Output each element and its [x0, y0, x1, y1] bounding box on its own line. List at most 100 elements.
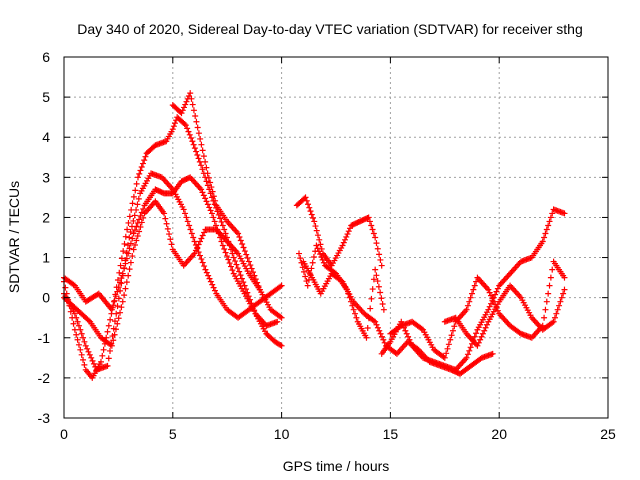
data-point [467, 344, 474, 351]
data-point [210, 214, 217, 221]
data-point [309, 259, 316, 266]
data-point [250, 269, 257, 276]
data-point [124, 226, 131, 233]
y-tick-label: 2 [42, 209, 50, 225]
data-point [370, 317, 377, 324]
data-point [238, 275, 245, 282]
data-point [186, 222, 193, 229]
data-point [202, 158, 209, 165]
data-point [342, 236, 349, 243]
data-point [545, 290, 552, 297]
data-point [486, 303, 493, 310]
data-point [116, 269, 123, 276]
chart-title: Day 340 of 2020, Sidereal Day-to-day VTE… [77, 21, 583, 37]
data-point [339, 242, 346, 249]
data-point [135, 195, 142, 202]
data-point [188, 135, 195, 142]
data-point [463, 354, 470, 361]
data-point [125, 250, 132, 257]
data-point [70, 320, 77, 327]
data-point [319, 256, 326, 263]
data-point [236, 233, 243, 240]
data-point [441, 354, 448, 361]
data-point [479, 330, 486, 337]
data-point [486, 289, 493, 296]
data-point [131, 242, 138, 249]
data-point [122, 285, 129, 292]
data-point [78, 351, 85, 358]
data-point [467, 294, 474, 301]
data-point [107, 341, 114, 348]
data-point [380, 336, 387, 343]
data-point [380, 306, 387, 313]
data-point [405, 333, 412, 340]
data-point [368, 222, 375, 229]
data-point [556, 302, 563, 309]
data-point [373, 321, 380, 328]
data-point [140, 205, 147, 212]
data-point [115, 315, 122, 322]
data-point [318, 253, 325, 260]
data-point [130, 217, 137, 224]
series-track-11 [441, 282, 568, 349]
data-point [191, 145, 198, 152]
data-point [352, 310, 359, 317]
data-point [278, 342, 285, 349]
data-point [539, 238, 546, 245]
data-point [71, 310, 78, 317]
x-tick-label: 20 [491, 426, 507, 442]
data-point [378, 262, 385, 269]
data-point [203, 178, 210, 185]
data-point [199, 147, 206, 154]
data-point [112, 293, 119, 300]
data-point [221, 246, 228, 253]
data-point [210, 284, 217, 291]
data-point [126, 245, 133, 252]
data-point [377, 256, 384, 263]
data-point [171, 120, 178, 127]
data-point [197, 252, 203, 259]
data-point [378, 295, 385, 302]
data-point [375, 283, 382, 290]
data-point [207, 278, 214, 285]
data-point [541, 234, 548, 241]
data-point [134, 174, 141, 181]
data-point [186, 131, 193, 138]
data-point [90, 360, 97, 367]
data-point [237, 237, 244, 244]
data-point [105, 322, 112, 329]
data-point [136, 216, 143, 223]
data-point [81, 338, 88, 345]
data-point [315, 248, 322, 255]
data-point [121, 265, 128, 272]
data-point [183, 98, 190, 105]
y-tick-label: 5 [42, 89, 50, 105]
data-point [127, 240, 134, 247]
data-point [119, 270, 126, 277]
x-tick-label: 5 [169, 426, 177, 442]
data-point [222, 230, 229, 237]
data-point [201, 263, 208, 270]
data-point [241, 248, 248, 255]
data-point [373, 272, 380, 279]
data-point [274, 318, 281, 325]
data-point [365, 214, 372, 221]
data-point [114, 303, 121, 310]
data-point [230, 254, 237, 261]
data-point [117, 287, 124, 294]
data-point [218, 218, 225, 225]
data-point [557, 298, 564, 305]
data-point [310, 253, 317, 260]
data-point [363, 334, 370, 341]
data-point [226, 260, 233, 267]
data-point [118, 275, 125, 282]
data-point [136, 228, 143, 235]
data-point [490, 298, 497, 305]
data-point [138, 164, 145, 171]
data-point [464, 351, 471, 358]
data-point [85, 348, 92, 355]
data-point [492, 291, 499, 298]
data-point [86, 351, 93, 358]
data-point [221, 226, 228, 233]
axis-ticks: 0 5 10 15 20 25 -3 -2 -1 0 1 2 3 4 5 6 [38, 49, 616, 442]
